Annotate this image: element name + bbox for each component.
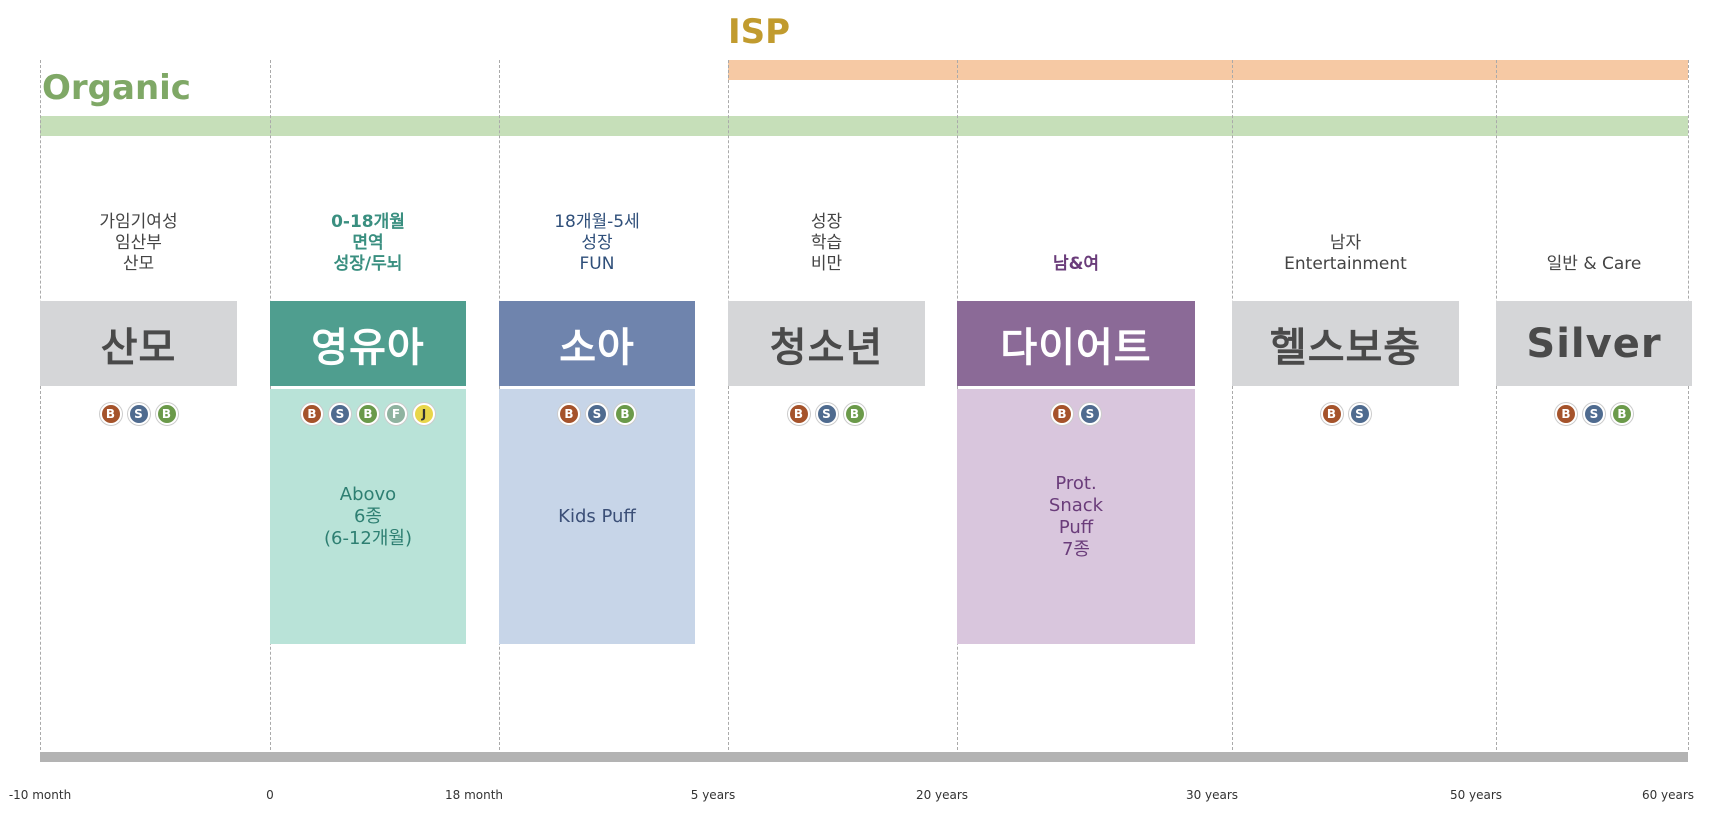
- axis-tick: 20 years: [915, 788, 969, 802]
- badge-j: J: [413, 403, 435, 425]
- badge-f: F: [385, 403, 407, 425]
- badge-b: B: [99, 403, 122, 425]
- segment-label: 남자 Entertainment: [1284, 233, 1407, 274]
- segment-label: 성장 학습 비만: [810, 212, 843, 274]
- badge-b: B: [155, 403, 178, 425]
- segment-box-health: 헬스보충: [1232, 301, 1459, 386]
- badge-b: B: [614, 403, 636, 425]
- segment-label: 남&여: [1052, 254, 1100, 274]
- segment-box-silver: Silver: [1496, 301, 1692, 386]
- axis-tick: -10 month: [8, 788, 72, 802]
- badge-s: S: [586, 403, 608, 425]
- organic-label: Organic: [42, 68, 191, 108]
- segment-label: 일반 & Care: [1546, 254, 1642, 274]
- badge-group: B S: [1232, 403, 1459, 425]
- badge-group: B S B: [499, 403, 695, 425]
- badge-b: B: [1611, 403, 1633, 425]
- badge-group: B S: [957, 403, 1195, 425]
- badge-group: B S B F J: [270, 403, 466, 425]
- badge-s: S: [127, 403, 150, 425]
- segment-label: 18개월-5세 성장 FUN: [554, 212, 640, 274]
- badge-b: B: [843, 403, 866, 425]
- axis-tick: 0: [266, 788, 274, 802]
- segment-label: 0-18개월 면역 성장/두뇌: [331, 212, 405, 274]
- axis-tick: 30 years: [1185, 788, 1239, 802]
- guide-line: [40, 60, 41, 750]
- segment-label: 가임기여성 임산부 산모: [99, 212, 178, 274]
- axis-tick: 5 years: [690, 788, 736, 802]
- axis-tick: 60 years: [1641, 788, 1695, 802]
- axis-tick: 50 years: [1449, 788, 1503, 802]
- guide-line: [728, 60, 729, 750]
- badge-b: B: [1555, 403, 1577, 425]
- axis-tick: 18 month: [444, 788, 504, 802]
- badge-group: B S B: [728, 403, 925, 425]
- guide-line: [1688, 60, 1689, 750]
- badge-s: S: [1583, 403, 1605, 425]
- isp-label: ISP: [728, 12, 791, 52]
- axis-bar: [40, 752, 1688, 762]
- badge-b: B: [1051, 403, 1073, 425]
- badge-b: B: [1320, 403, 1343, 425]
- badge-s: S: [1348, 403, 1371, 425]
- product-box-prot-snack-puff: Prot. Snack Puff 7종: [957, 389, 1195, 644]
- badge-group: B S B: [1496, 403, 1692, 425]
- badge-group: B S B: [40, 403, 237, 425]
- segment-box-sanmo: 산모: [40, 301, 237, 386]
- segment-box-diet: 다이어트: [957, 301, 1195, 386]
- guide-line: [1496, 60, 1497, 750]
- badge-s: S: [815, 403, 838, 425]
- segment-box-child: 소아: [499, 301, 695, 386]
- organic-bar: [40, 116, 1688, 136]
- product-box-kids-puff: Kids Puff: [499, 389, 695, 644]
- badge-b: B: [558, 403, 580, 425]
- product-box-abovo: Abovo 6종 (6-12개월): [270, 389, 466, 644]
- isp-bar: [728, 60, 1688, 80]
- badge-b: B: [357, 403, 379, 425]
- segment-box-youth: 청소년: [728, 301, 925, 386]
- badge-b: B: [301, 403, 323, 425]
- badge-b: B: [787, 403, 810, 425]
- badge-s: S: [329, 403, 351, 425]
- segment-box-infant: 영유아: [270, 301, 466, 386]
- guide-line: [1232, 60, 1233, 750]
- badge-s: S: [1079, 403, 1101, 425]
